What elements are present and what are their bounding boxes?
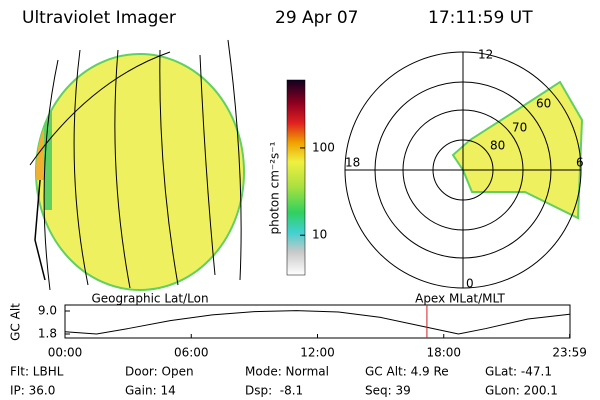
footer-field: Dsp: -8.1	[245, 384, 303, 398]
footer-field: Mode: Normal	[245, 365, 329, 379]
footer-field: Gain: 14	[125, 384, 176, 398]
colorbar-tick-label: 10	[312, 228, 327, 242]
mlt-label: 6	[576, 156, 584, 170]
footer-field: Seq: 39	[365, 384, 411, 398]
mlt-label: 12	[478, 48, 493, 62]
footer-field: GLat: -47.1	[485, 365, 552, 379]
altitude-panel: Geographic Lat/Lon Apex MLat/MLT GC Alt …	[9, 292, 587, 360]
colorbar: photon cm⁻²s⁻¹ 10 100	[268, 79, 335, 276]
footer-field: GC Alt: 4.9 Re	[365, 365, 449, 379]
footer-field: Door: Open	[125, 365, 194, 379]
footer-field: Flt: LBHL	[10, 365, 64, 379]
x-tick-label: 00:00	[48, 346, 83, 360]
mlt-label: 0	[466, 277, 474, 291]
panel-label: Apex MLat/MLT	[415, 292, 505, 306]
x-tick-label: 23:59	[552, 346, 587, 360]
altitude-line	[64, 310, 570, 335]
colorbar-label: photon cm⁻²s⁻¹	[268, 141, 282, 234]
mlat-label: 70	[512, 121, 527, 135]
colorbar-tick-label: 100	[312, 140, 335, 154]
footer-field: GLon: 200.1	[485, 384, 558, 398]
earth-image	[29, 39, 245, 291]
mlt-label: 18	[345, 156, 360, 170]
mlat-label: 80	[490, 139, 505, 153]
x-tick-label: 06:00	[174, 346, 209, 360]
date: 29 Apr 07	[275, 8, 358, 28]
time: 17:11:59 UT	[428, 8, 533, 28]
footer: Flt: LBHL Door: Open Mode: Normal GC Alt: 4…	[10, 365, 558, 398]
polar-plot: 12 18 0 6 80 70 60	[344, 48, 584, 291]
y-tick-label: 1.8	[38, 327, 57, 341]
mlat-label: 60	[536, 97, 551, 111]
y-tick-label: 9.0	[38, 304, 57, 318]
panel-label: Geographic Lat/Lon	[91, 292, 208, 306]
x-tick-label: 12:00	[300, 346, 335, 360]
footer-field: IP: 36.0	[10, 384, 55, 398]
y-axis-label: GC Alt	[9, 303, 23, 341]
title: Ultraviolet Imager	[22, 8, 176, 28]
x-tick-label: 18:00	[426, 346, 461, 360]
